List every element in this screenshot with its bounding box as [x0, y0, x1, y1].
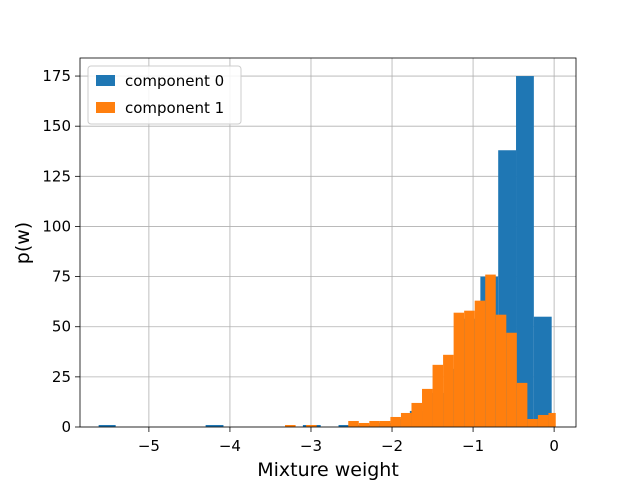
histogram-bar	[453, 312, 465, 427]
histogram-bar	[285, 424, 296, 427]
histogram-bar	[474, 300, 486, 427]
histogram-bar	[338, 424, 357, 427]
y-tick-label: 0	[61, 418, 71, 436]
axes: −5 −4 −3 −2 −1 0 0 25 50 75 100 125 150 175	[42, 57, 577, 455]
histogram-bar	[358, 422, 370, 427]
histogram-bar	[379, 420, 391, 427]
histogram-bar	[485, 274, 496, 427]
histogram-bar	[369, 420, 380, 427]
y-axis-label: p(w)	[12, 222, 34, 264]
histogram-bar	[495, 314, 507, 427]
x-tick-label: 0	[549, 437, 559, 455]
histogram-bar	[516, 382, 528, 427]
legend-label: component 1	[125, 99, 224, 117]
x-tick-label: −5	[138, 437, 160, 455]
legend-swatch	[96, 75, 115, 86]
histogram-bar	[537, 414, 549, 427]
histogram-bar	[506, 332, 517, 427]
histogram-bar	[443, 354, 454, 427]
y-tick-label: 150	[42, 117, 71, 135]
histogram-bar	[548, 412, 556, 427]
histogram-bar	[400, 412, 412, 427]
histogram-bar	[533, 316, 552, 427]
y-tick-label: 125	[42, 167, 71, 185]
series-1-bars	[285, 274, 556, 427]
histogram-bar	[422, 388, 433, 427]
histogram-bar	[464, 310, 475, 427]
grid-lines	[80, 58, 576, 428]
histogram-bar	[432, 364, 444, 427]
histogram-bar	[390, 416, 401, 427]
y-tick-label: 100	[42, 217, 71, 235]
histogram-bar	[98, 424, 116, 427]
y-tick-label: 25	[52, 368, 71, 386]
legend-swatch	[96, 102, 115, 113]
x-axis-label: Mixture weight	[257, 459, 399, 480]
y-tick-label: 75	[52, 268, 71, 286]
legend: component 0 component 1	[87, 65, 242, 125]
histogram-bar	[306, 424, 317, 427]
x-tick-label: −3	[300, 437, 322, 455]
y-tick-label: 175	[42, 67, 71, 85]
histogram-bar	[205, 424, 224, 427]
histogram-bar	[527, 418, 538, 427]
histogram-bar	[516, 76, 534, 427]
legend-label: component 0	[125, 72, 224, 90]
x-tick-label: −1	[462, 437, 484, 455]
legend-box	[87, 65, 242, 125]
x-tick-label: −4	[219, 437, 241, 455]
histogram-bar	[411, 402, 423, 427]
x-tick-label: −2	[381, 437, 403, 455]
histogram-bars	[98, 76, 556, 427]
histogram-bar	[348, 420, 359, 427]
y-tick-label: 50	[52, 318, 71, 336]
plot-frame	[79, 57, 577, 428]
